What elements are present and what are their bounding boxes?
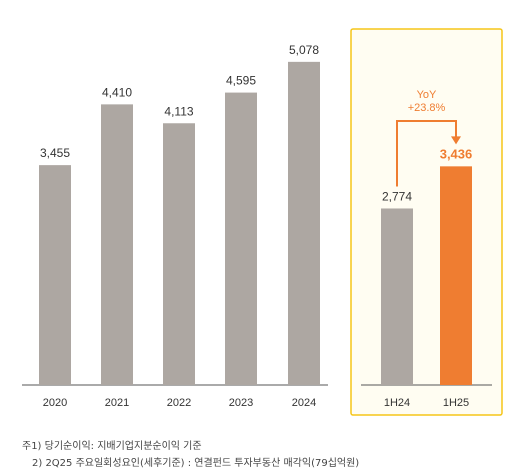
- bar-2022: [163, 123, 195, 385]
- footnote-1: 주1) 당기순이익: 지배기업지분순이익 기준: [22, 441, 202, 452]
- x-tick-label-1H25: 1H25: [443, 397, 469, 409]
- value-label-2022: 4,113: [164, 104, 193, 118]
- highlight-box: [350, 28, 503, 416]
- yoy-value: +23.8%: [408, 102, 446, 114]
- value-label-2020: 3,455: [40, 146, 70, 160]
- x-tick-label-2022: 2022: [167, 397, 191, 409]
- bar-1H25: [440, 166, 472, 385]
- x-tick-label-2020: 2020: [43, 397, 67, 409]
- value-label-1H24: 2,774: [382, 189, 412, 203]
- yoy-arrow-line: [396, 120, 457, 187]
- footnote-2: 2) 2Q25 주요일회성요인(세후기준) : 연결펀드 투자부동산 매각익(7…: [32, 458, 360, 469]
- value-label-1H25: 3,436: [440, 146, 473, 161]
- x-tick-label-1H24: 1H24: [384, 397, 410, 409]
- x-tick-label-2021: 2021: [105, 397, 129, 409]
- value-label-2021: 4,410: [102, 85, 132, 99]
- bar-1H24: [381, 208, 413, 385]
- bar-2021: [101, 104, 133, 385]
- value-label-2024: 5,078: [289, 43, 319, 57]
- bar-2023: [225, 92, 257, 385]
- x-tick-label-2023: 2023: [229, 397, 253, 409]
- x-tick-label-2024: 2024: [292, 397, 316, 409]
- value-label-2023: 4,595: [226, 74, 256, 88]
- bar-2020: [39, 165, 71, 385]
- yoy-arrow-head: [451, 136, 461, 145]
- bar-2024: [288, 61, 320, 385]
- yoy-label: YoY: [417, 89, 437, 101]
